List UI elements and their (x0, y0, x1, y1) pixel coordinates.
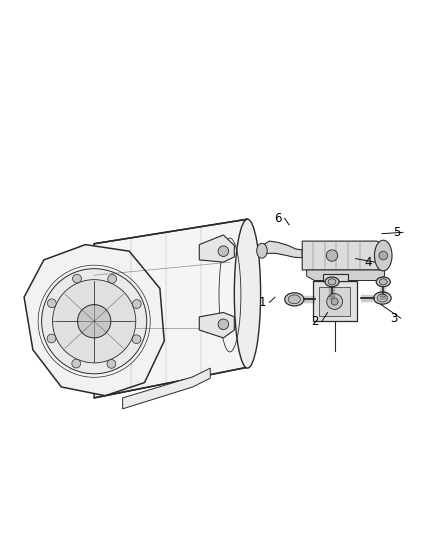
Polygon shape (323, 274, 348, 280)
Ellipse shape (47, 334, 56, 343)
Polygon shape (262, 241, 302, 258)
Text: 4: 4 (364, 256, 372, 269)
Polygon shape (302, 241, 385, 270)
Ellipse shape (376, 277, 390, 287)
Polygon shape (307, 270, 385, 280)
Ellipse shape (47, 299, 56, 308)
Ellipse shape (42, 269, 147, 374)
Ellipse shape (325, 277, 339, 287)
Ellipse shape (78, 304, 111, 338)
Polygon shape (313, 280, 357, 321)
Ellipse shape (132, 335, 141, 344)
Ellipse shape (327, 294, 343, 310)
Ellipse shape (374, 240, 392, 271)
Ellipse shape (374, 292, 391, 304)
Text: 1: 1 (259, 296, 267, 309)
Polygon shape (24, 245, 164, 395)
Ellipse shape (218, 246, 229, 256)
Text: 2: 2 (311, 315, 319, 328)
Ellipse shape (379, 251, 388, 260)
Ellipse shape (326, 250, 338, 261)
Ellipse shape (218, 319, 229, 329)
Ellipse shape (72, 359, 81, 368)
Polygon shape (94, 219, 247, 398)
Ellipse shape (108, 274, 117, 284)
Ellipse shape (73, 274, 81, 283)
Polygon shape (199, 235, 234, 262)
Ellipse shape (288, 295, 300, 304)
Ellipse shape (234, 219, 261, 368)
Ellipse shape (107, 360, 116, 368)
Polygon shape (199, 312, 234, 338)
Text: 6: 6 (274, 212, 282, 225)
Polygon shape (123, 368, 210, 409)
Ellipse shape (285, 293, 304, 306)
Ellipse shape (331, 298, 338, 305)
Text: 5: 5 (393, 226, 400, 239)
Ellipse shape (132, 300, 141, 309)
Ellipse shape (328, 279, 336, 285)
Ellipse shape (53, 280, 136, 363)
Polygon shape (319, 287, 350, 316)
Ellipse shape (377, 294, 388, 302)
Text: 3: 3 (391, 312, 398, 325)
Ellipse shape (379, 279, 387, 285)
Ellipse shape (257, 243, 267, 258)
